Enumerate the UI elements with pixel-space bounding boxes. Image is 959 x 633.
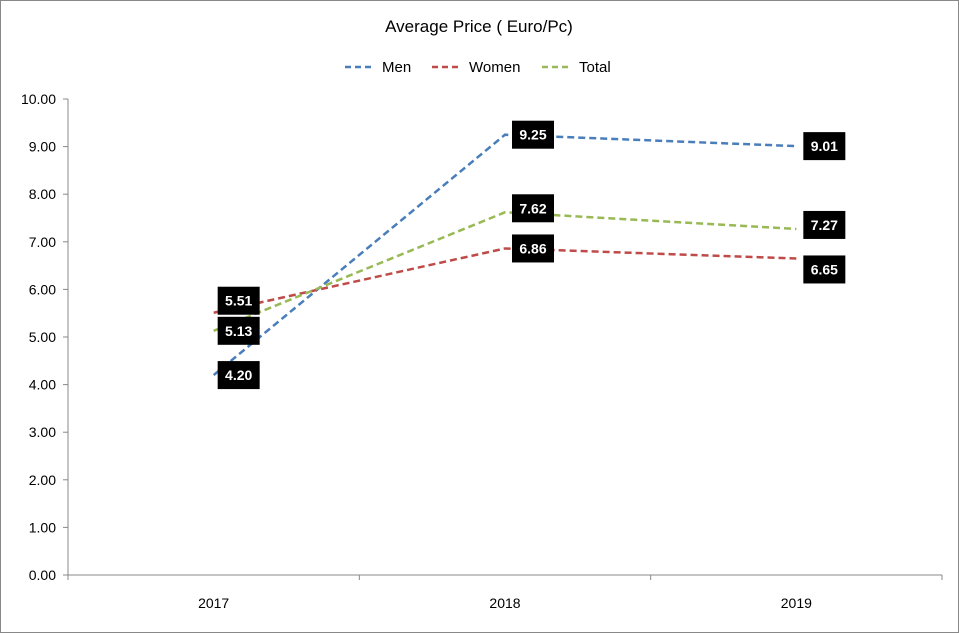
legend-item-men: Men [345, 59, 411, 76]
chart-title: Average Price ( Euro/Pc) [385, 17, 573, 36]
y-tick-label: 9.00 [29, 139, 56, 155]
series-line-men [212, 133, 797, 377]
series-lines [212, 133, 797, 377]
data-label-men: 9.25 [512, 120, 554, 149]
data-label-women: 5.51 [217, 286, 260, 315]
legend-label: Men [382, 59, 411, 76]
legend-label: Total [579, 59, 611, 76]
x-tick-label: 2019 [781, 595, 812, 611]
y-tick-label: 5.00 [29, 329, 56, 345]
data-label-text: 7.62 [519, 200, 546, 216]
series-line-total [213, 211, 797, 332]
data-label-text: 5.51 [225, 293, 252, 309]
data-label-total: 7.62 [512, 194, 554, 223]
data-label-box [803, 255, 846, 284]
legend-item-women: Women [432, 59, 520, 76]
data-labels: 4.20 9.25 9.01 5.51 6.86 6.65 5.13 7.62 7.27 [217, 120, 846, 390]
data-label-text: 9.25 [519, 127, 546, 143]
data-label-men: 4.20 [217, 361, 260, 390]
y-tick-label: 2.00 [29, 472, 56, 488]
data-label-text: 9.01 [811, 138, 838, 154]
data-label-box [512, 194, 554, 223]
data-label-box [217, 361, 260, 390]
data-label-box [217, 316, 260, 345]
x-tick-label: 2017 [198, 595, 229, 611]
y-tick-label: 4.00 [29, 377, 56, 393]
data-label-text: 6.86 [519, 240, 546, 256]
data-label-women: 6.65 [803, 255, 846, 284]
y-tick-label: 8.00 [29, 186, 56, 202]
data-label-total: 7.27 [803, 210, 846, 239]
data-label-box [512, 234, 554, 263]
data-label-box [217, 286, 260, 315]
legend: Men Women Total [345, 59, 611, 76]
y-tick-label: 10.00 [21, 91, 56, 107]
y-tick-label: 7.00 [29, 234, 56, 250]
y-tick-label: 0.00 [29, 567, 56, 583]
y-tick-label: 3.00 [29, 424, 56, 440]
data-label-text: 6.65 [811, 261, 838, 277]
y-tick-label: 6.00 [29, 281, 56, 297]
data-label-box [803, 210, 846, 239]
data-label-text: 5.13 [225, 323, 252, 339]
data-label-box [512, 120, 554, 149]
data-label-text: 7.27 [811, 217, 838, 233]
axes: 0.00 1.00 2.00 3.00 4.00 5.00 6.00 7.00 8.00 9.00… [21, 91, 943, 611]
data-label-men: 9.01 [803, 132, 846, 161]
legend-label: Women [469, 59, 520, 76]
data-label-total: 5.13 [217, 316, 260, 345]
legend-item-total: Total [542, 59, 611, 76]
data-label-text: 4.20 [225, 367, 252, 383]
x-tick-label: 2018 [489, 595, 520, 611]
data-label-box [803, 132, 846, 161]
y-tick-label: 1.00 [29, 519, 56, 535]
data-label-women: 6.86 [512, 234, 554, 263]
